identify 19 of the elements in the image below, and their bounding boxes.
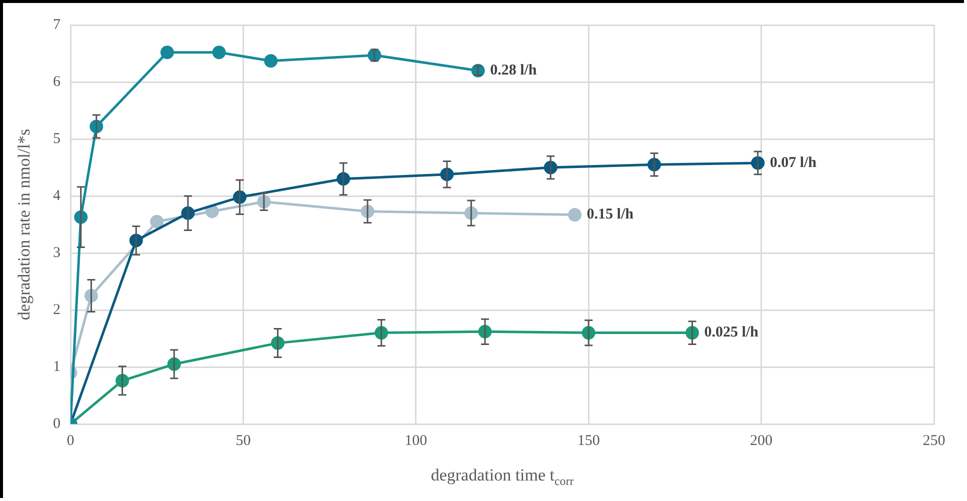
x-tick-label: 200 [750,432,773,449]
x-tick-label: 250 [922,432,946,449]
series-label: 0.15 l/h [586,206,634,223]
y-tick-label: 7 [53,16,61,33]
series-label: 0.025 l/h [704,324,760,341]
series-label: 0.28 l/h [490,62,538,78]
x-tick-label: 0 [66,432,74,449]
y-tick-label: 5 [53,130,60,147]
x-tick-label: 100 [404,432,428,449]
y-axis-title: degradation rate in nmol/l*s [14,128,34,320]
y-tick-label: 4 [53,188,61,204]
y-tick-label: 3 [53,244,60,261]
y-tick-label: 2 [53,302,60,318]
x-tick-label: 50 [236,432,251,449]
x-tick-label: 150 [577,432,600,449]
series-label: 0.07 l/h [770,154,818,171]
y-tick-label: 0 [53,416,60,432]
y-tick-label: 6 [53,74,61,90]
y-tick-label: 1 [53,358,60,375]
